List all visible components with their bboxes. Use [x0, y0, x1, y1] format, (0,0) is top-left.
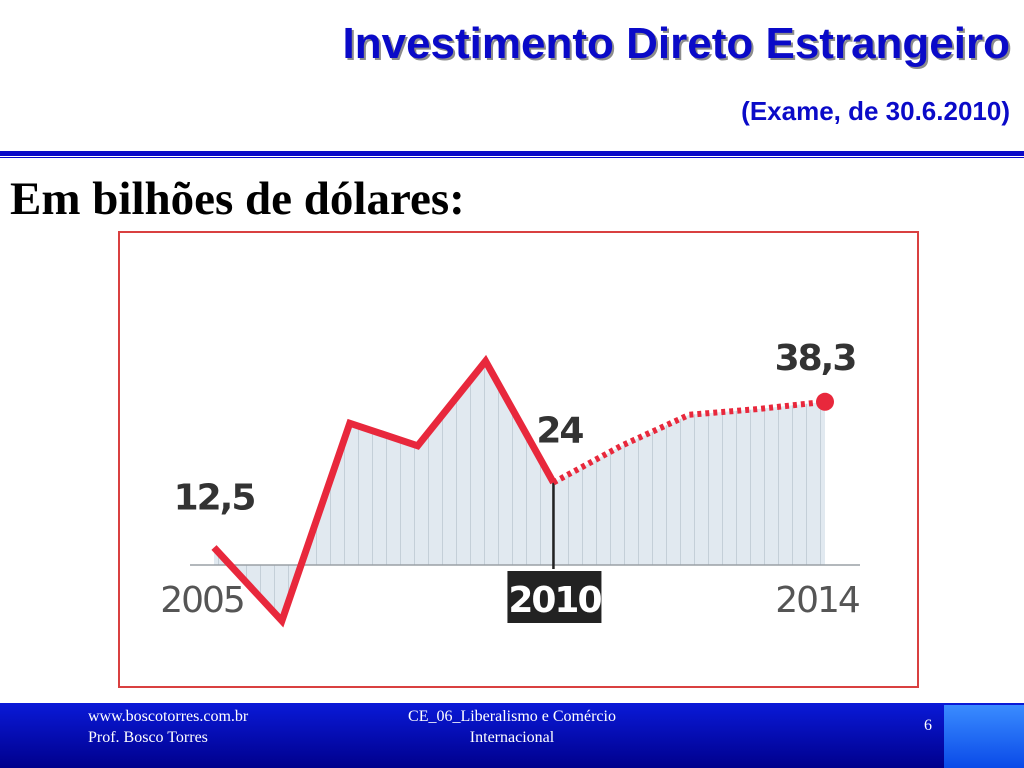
chart-data-label-2014: 38,3 — [775, 338, 856, 379]
chart-tick-label-2010: 2010 — [508, 580, 601, 621]
footer-website[interactable]: www.boscotorres.com.br — [88, 708, 249, 725]
slide-heading: Em bilhões de dólares: — [10, 173, 465, 225]
title-divider — [0, 151, 1024, 156]
chart-area-fill — [214, 361, 825, 621]
footer-author: Prof. Bosco Torres — [88, 729, 208, 746]
chart-tick-label-2005: 2005 — [160, 580, 244, 621]
slide-title: Investimento Direto Estrangeiro — [342, 19, 1010, 68]
footer-decoration — [944, 705, 1024, 768]
chart-highlight-box-2010 — [507, 571, 602, 623]
chart-series-actual-line — [211, 354, 557, 628]
footer-course: CE_06_Liberalismo e Comércio Internacion… — [372, 706, 652, 748]
chart-series-projection-line — [552, 398, 826, 486]
chart-tick-label-2014: 2014 — [775, 580, 859, 621]
footer-bar: www.boscotorres.com.br Prof. Bosco Torre… — [0, 703, 1024, 768]
footer-left: www.boscotorres.com.br Prof. Bosco Torre… — [88, 706, 248, 748]
slide-subtitle: (Exame, de 30.6.2010) — [741, 96, 1010, 126]
footer-course-line1: CE_06_Liberalismo e Comércio — [408, 708, 616, 725]
title-divider-thin — [0, 157, 1024, 158]
chart-point-2014-proj — [816, 392, 834, 411]
fdi-line-chart: 12,5 24 38,3 2005 2010 2014 — [160, 338, 861, 628]
chart-data-label-2010: 24 — [536, 411, 583, 452]
page-number: 6 — [924, 717, 932, 734]
footer-course-line2: Internacional — [469, 729, 555, 746]
chart-frame: 12,5 24 38,3 2005 2010 2014 — [118, 231, 919, 688]
chart-data-label-2005: 12,5 — [174, 477, 255, 518]
